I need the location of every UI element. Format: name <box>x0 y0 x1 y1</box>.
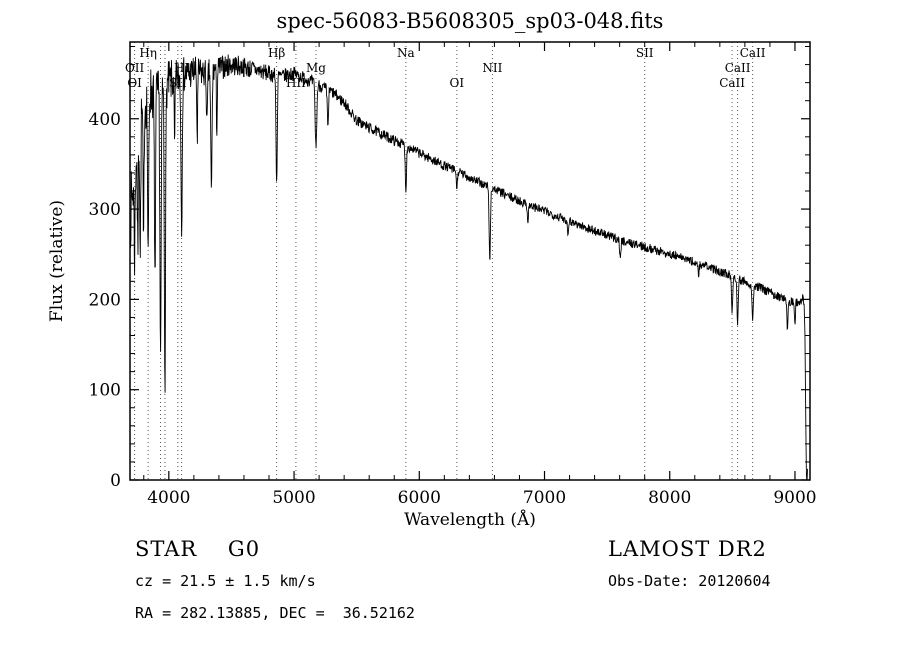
line-annotation: Hβ <box>268 46 285 60</box>
line-annotation: CaII <box>725 61 751 75</box>
y-tick-label: 0 <box>110 471 121 491</box>
cz-value: cz = 21.5 ± 1.5 km/s <box>135 572 316 590</box>
y-tick-label: 400 <box>89 110 121 130</box>
x-tick-label: 5000 <box>272 488 315 508</box>
spectrum-trace <box>130 54 808 481</box>
obs-date-value: Obs-Date: 20120604 <box>608 572 771 590</box>
line-annotation: CaII <box>719 76 745 90</box>
plot-border <box>129 41 811 481</box>
survey-label: LAMOST DR2 <box>608 537 767 561</box>
y-tick-label: 200 <box>89 290 121 310</box>
x-tick-label: 6000 <box>398 488 441 508</box>
object-class-label: STAR G0 <box>135 537 261 561</box>
line-annotation: SII <box>636 46 654 60</box>
y-tick-label: 100 <box>89 381 121 401</box>
line-annotation: OII <box>125 61 145 75</box>
x-axis-label: Wavelength (Å) <box>404 509 536 530</box>
y-tick-label: 300 <box>89 200 121 220</box>
line-annotation: OI <box>450 76 465 90</box>
x-tick-label: 7000 <box>523 488 566 508</box>
x-tick-label: 4000 <box>147 488 190 508</box>
line-annotation: Na <box>397 46 415 60</box>
line-annotation: CaII <box>740 46 766 60</box>
ra-dec-value: RA = 282.13885, DEC = 36.52162 <box>135 604 415 622</box>
line-annotation: Mg <box>306 61 326 75</box>
line-annotation: NII <box>482 61 502 75</box>
x-tick-label: 8000 <box>648 488 691 508</box>
line-annotation: Hη <box>139 46 157 60</box>
x-tick-label: 9000 <box>773 488 816 508</box>
plot-title: spec-56083-B5608305_sp03-048.fits <box>277 9 664 33</box>
y-axis-label: Flux (relative) <box>47 200 67 322</box>
